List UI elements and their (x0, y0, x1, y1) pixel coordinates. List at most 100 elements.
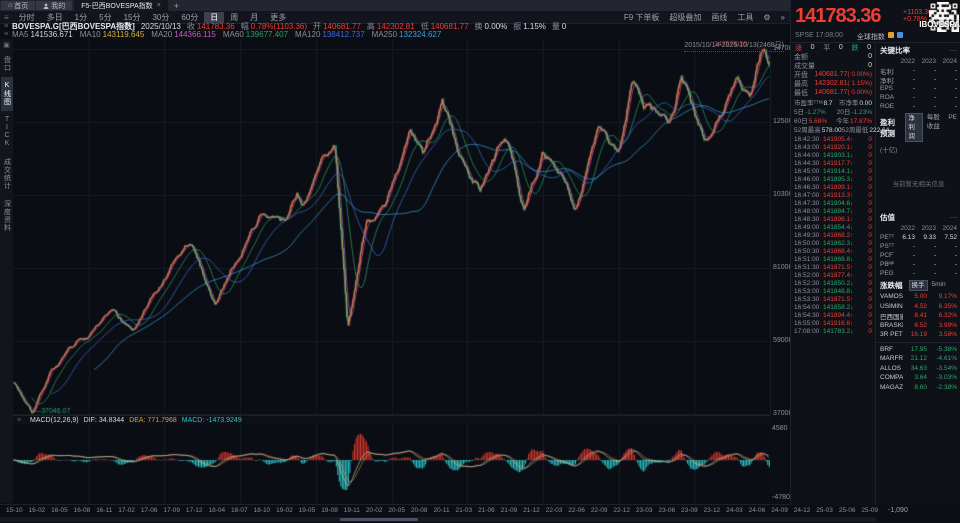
stat-pair-row: 市盈率ᵀᵀᴹ 8.7 市净率 0.00 (794, 99, 872, 107)
movers-tab[interactable]: 5min (931, 281, 946, 288)
tick-row[interactable]: 16:42:30 141905.4↑ 0 (794, 135, 872, 143)
alert-icon[interactable] (896, 32, 903, 38)
sidebar-item[interactable]: K线图 (0, 77, 13, 111)
gainer-row[interactable]: BRASKE..6.523.99% (880, 321, 957, 329)
quote-row: 最高 142302.81( 1.15%) (794, 80, 872, 88)
macd-chart-canvas[interactable] (13, 424, 770, 503)
sidebar-item[interactable]: 深度资料 (3, 200, 11, 232)
tab-close-icon[interactable]: × (156, 2, 161, 9)
tick-row[interactable]: 17:08:00 141783.2↓ 0 (794, 327, 872, 335)
forecast-tab[interactable]: 每股收益 (926, 114, 940, 130)
period-button[interactable]: 多日 (46, 12, 63, 22)
toolbar-button[interactable]: F9 下单板 (623, 12, 660, 22)
layout-icon[interactable]: ≡ (4, 12, 9, 22)
period-button[interactable]: 周 (230, 12, 239, 22)
tick-row[interactable]: 16:48:30 141896.1↑ 0 (794, 215, 872, 223)
forecast-tab[interactable]: 净利润 (905, 113, 923, 142)
period-button[interactable]: 1分 (74, 12, 88, 22)
date-range-label[interactable]: 2015/10/14-2025/10/13(2468日) (684, 40, 784, 52)
new-tab-button[interactable]: + (173, 0, 180, 11)
y-axis-label: 59000 (773, 337, 793, 344)
tick-row[interactable]: 16:49:00 141854.4↓ 0 (794, 223, 872, 231)
tick-row[interactable]: 16:51:30 141871.5↑ 0 (794, 263, 872, 271)
favorite-icon[interactable] (887, 32, 894, 38)
indicator-switch-icon[interactable]: ≡ (16, 417, 22, 424)
loser-row[interactable]: MARFRIG..21.12-4.61% (880, 355, 957, 363)
sidebar-item[interactable]: 成交统计 (3, 158, 11, 190)
loser-row[interactable]: ALLOS 34.63 -3.54% (880, 364, 957, 372)
period-button[interactable]: 30分 (152, 12, 170, 22)
tick-row[interactable]: 16:47:30 141904.6↓ 0 (794, 199, 872, 207)
left-sidebar: ▣ 盘口 K线图 TICK 成交统计深度资料 (0, 39, 14, 503)
tick-row[interactable]: 16:52:30 141850.2↓ 0 (794, 279, 872, 287)
period-button[interactable]: 月 (250, 12, 259, 22)
tick-row[interactable]: 16:50:30 141868.4↑ 0 (794, 247, 872, 255)
time-axis-label: 24-12 (793, 507, 811, 514)
period-button[interactable]: 60分 (181, 12, 199, 22)
time-axis-label: 22-12 (613, 507, 630, 514)
gainer-row[interactable]: USIMINA..4.526.35% (880, 302, 957, 310)
tick-row[interactable]: 16:51:00 141868.8↓ 0 (794, 255, 872, 263)
tick-row[interactable]: 16:43:00 141920.1↑ 0 (794, 143, 872, 151)
nav-mine[interactable]: 我的 (36, 1, 73, 10)
time-axis-label: 22-03 (545, 507, 563, 514)
tick-row[interactable]: 16:54:00 141858.2↓ 0 (794, 303, 872, 311)
gainer-row[interactable]: 3R PETR..16.193.58% (880, 331, 957, 339)
gear-icon[interactable]: ⚙ (763, 12, 771, 22)
gainer-row[interactable]: 巴西国家..8.416.32% (880, 312, 957, 321)
person-icon (43, 2, 49, 9)
lock-icon[interactable]: ≡ (3, 23, 9, 30)
tick-row[interactable]: 16:53:00 141848.8↓ 0 (794, 287, 872, 295)
tick-row[interactable]: 16:49:30 141868.2↑ 0 (794, 231, 872, 239)
period-button[interactable]: 分时 (18, 12, 35, 22)
loser-row[interactable]: BRF 17.95 -5.38% (880, 345, 957, 353)
time-axis-label: 17-02 (118, 507, 135, 514)
sidebar-grid-icon[interactable]: ▣ (3, 42, 10, 49)
movers-tab[interactable]: 换手 (908, 280, 928, 291)
toolbar-button[interactable]: 超级叠加 (669, 12, 702, 22)
scrollbar-thumb[interactable] (340, 518, 418, 521)
tick-row[interactable]: 16:50:00 141862.3↓ 0 (794, 239, 872, 247)
toolbar-button[interactable]: 画线 (711, 12, 728, 22)
period-button[interactable]: 15分 (123, 12, 141, 22)
nav-home[interactable]: ⌂ 首页 (1, 1, 36, 10)
forecast-unit: (十亿) (880, 147, 898, 154)
ratio-menu-icon[interactable]: ⋯ (949, 46, 958, 55)
sidebar-item[interactable]: TICK (3, 116, 11, 148)
tick-row[interactable]: 16:53:30 141871.5↑ 0 (794, 295, 872, 303)
symbol-name[interactable]: BOVESPA.G[巴西BOVESPA指数] (12, 22, 135, 31)
macd-title[interactable]: MACD(12,26,9) (30, 417, 79, 424)
indicator-menu-icon[interactable]: ≡ (3, 31, 9, 38)
sidebar-item[interactable]: 盘口 (3, 56, 11, 72)
tick-row[interactable]: 16:44:30 141917.7↑ 0 (794, 159, 872, 167)
loser-row[interactable]: COMPA..3.64-3.03% (880, 374, 957, 382)
time-axis-label: 19-11 (343, 507, 360, 514)
period-button[interactable]: 更多 (270, 12, 287, 22)
gainer-row[interactable]: VAMOS ..5.009.17% (880, 293, 957, 301)
ratio-years-header: 2022 2023 2024 (900, 58, 957, 65)
tick-row[interactable]: 16:46:30 141899.1↑ 0 (794, 183, 872, 191)
more-tools-chevron-icon[interactable]: » (780, 12, 785, 22)
period-button[interactable]: 5分 (99, 12, 112, 22)
horizontal-scrollbar[interactable] (0, 517, 876, 522)
toolbar-button[interactable]: 工具 (737, 12, 754, 22)
global-index-tag[interactable]: 全球指数 (856, 34, 885, 41)
tick-row[interactable]: 16:48:00 141884.7↓ 0 (794, 207, 872, 215)
tick-row[interactable]: 16:55:00 141916.6↑ 0 (794, 319, 872, 327)
tick-row[interactable]: 16:45:00 141914.1↓ 0 (794, 167, 872, 175)
tick-row[interactable]: 16:47:00 141913.3↑ 0 (794, 191, 872, 199)
tick-row[interactable]: 16:54:30 141894.4↑ 0 (794, 311, 872, 319)
valuation-menu-icon[interactable]: ⋯ (949, 213, 958, 222)
candlestick-chart-canvas[interactable] (13, 39, 770, 415)
period-button[interactable]: 日 (204, 11, 225, 23)
tick-row[interactable]: 16:44:00 141903.1↓ 0 (794, 151, 872, 159)
loser-row[interactable]: MAGAZI..8.60-2.38% (880, 383, 957, 391)
tab-bovespa[interactable]: F5-巴西BOVESPA指数 × (74, 0, 168, 11)
forecast-tab[interactable]: PE (948, 114, 957, 121)
tick-row[interactable]: 16:52:00 141877.4↑ 0 (794, 271, 872, 279)
tick-row[interactable]: 16:46:00 141895.3↓ 0 (794, 175, 872, 183)
candlestick-chart[interactable] (13, 39, 770, 415)
time-axis-label: 23-03 (635, 507, 653, 514)
y-axis-label: 147000 (773, 45, 797, 52)
